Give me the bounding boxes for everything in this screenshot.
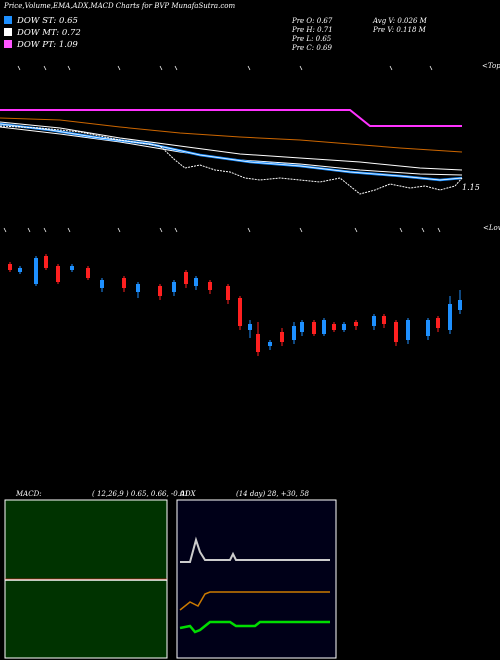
candles <box>8 254 462 356</box>
macd-panel <box>4 499 168 659</box>
candle <box>248 324 252 330</box>
tops-tag: <Tops <box>482 62 500 70</box>
candle <box>394 322 398 342</box>
candle <box>382 316 386 324</box>
adx-params: (14 day) 28, +30, 58 <box>236 490 309 498</box>
candle <box>458 300 462 310</box>
candle <box>312 322 316 334</box>
candle <box>8 264 12 270</box>
ema-right-label: 1.15 <box>462 183 480 192</box>
candle <box>322 320 326 334</box>
adx-line <box>180 536 330 563</box>
candle <box>56 266 60 282</box>
candle <box>208 282 212 290</box>
prev-high: Pre H: 0.71 <box>292 26 333 34</box>
candle <box>44 256 48 268</box>
adx-label: ADX <box>180 490 196 498</box>
candle <box>406 320 410 340</box>
prev-open: Pre O: 0.67 <box>292 17 333 25</box>
candle <box>172 282 176 292</box>
avg-volume: Avg V: 0.026 M <box>373 17 427 25</box>
chart-title: Price,Volume,EMA,ADX,MACD Charts for BVP… <box>4 2 236 10</box>
candle <box>158 286 162 296</box>
legend-dow-st: DOW ST: 0.65 <box>4 16 78 26</box>
candle <box>34 258 38 284</box>
legend-dow-pt-swatch <box>4 40 12 48</box>
ema-pt-line <box>0 109 462 127</box>
adx-minus-di-line <box>179 620 330 634</box>
candle <box>436 318 440 328</box>
candle <box>136 284 140 292</box>
candle <box>226 286 230 300</box>
ema-st-line <box>0 122 463 182</box>
candle <box>354 322 358 326</box>
legend-dow-mt-swatch <box>4 28 12 36</box>
candle <box>268 342 272 346</box>
lows-tag: <Lows <box>483 224 500 232</box>
candle <box>292 326 296 340</box>
candle <box>372 316 376 326</box>
prev-low: Pre L: 0.65 <box>292 35 332 43</box>
price-close-line <box>0 125 463 195</box>
candle <box>194 278 198 286</box>
legend-dow-mt: DOW MT: 0.72 <box>4 28 81 38</box>
macd-params: ( 12,26,9 ) 0.65, 0.66, -0.01 <box>92 490 189 498</box>
candle <box>300 322 304 332</box>
legend-dow-st-swatch <box>4 16 12 24</box>
ema-st-line-inner <box>0 123 463 181</box>
prev-volume: Pre V: 0.118 M <box>373 26 426 34</box>
ema-mt-line-1 <box>0 121 463 171</box>
prev-close: Pre C: 0.69 <box>292 44 332 52</box>
candle <box>122 278 126 288</box>
adx-panel <box>176 499 337 659</box>
ema-slow-line <box>0 117 463 153</box>
candle <box>448 304 452 330</box>
candle <box>100 280 104 288</box>
legend-dow-pt: DOW PT: 1.09 <box>4 40 78 50</box>
candle <box>238 298 242 326</box>
candle <box>18 268 22 272</box>
legend-dow-mt-label: DOW MT: 0.72 <box>17 28 81 38</box>
candle <box>86 268 90 278</box>
legend-dow-pt-label: DOW PT: 1.09 <box>17 40 78 50</box>
tops-tick-marks <box>17 65 433 71</box>
adx-plus-di-line <box>179 591 330 611</box>
candle <box>342 324 346 330</box>
candle <box>332 324 336 330</box>
candle <box>280 332 284 342</box>
candle <box>70 266 74 270</box>
candle <box>184 272 188 284</box>
legend-dow-st-label: DOW ST: 0.65 <box>17 16 78 26</box>
macd-label: MACD: <box>16 490 42 498</box>
lows-tick-marks <box>3 227 441 233</box>
candle <box>256 334 260 352</box>
candle <box>426 320 430 336</box>
